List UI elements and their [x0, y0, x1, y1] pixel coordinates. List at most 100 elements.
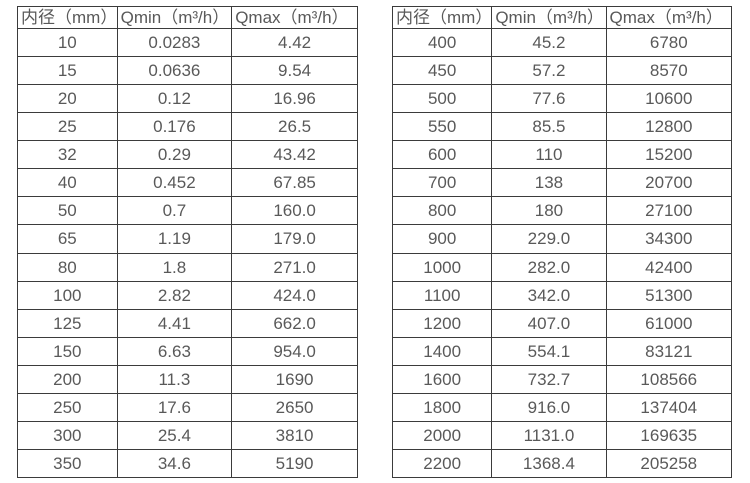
table-cell: 0.176 — [116, 112, 233, 142]
table-cell: 2200 — [391, 448, 493, 479]
table-cell: 2650 — [231, 392, 358, 422]
table-cell: 2.82 — [116, 280, 233, 310]
table-row: 1000 282.0 42400 — [391, 252, 733, 282]
table-cell: 20 — [17, 84, 118, 114]
table-cell: 8570 — [605, 56, 733, 86]
table-row: 20 0.12 16.96 — [17, 84, 358, 114]
table-cell: 1400 — [391, 336, 493, 366]
table-cell: 424.0 — [231, 280, 358, 310]
table-row: 450 57.2 8570 — [391, 56, 733, 86]
table-cell: 732.7 — [491, 364, 607, 394]
table-row: 200 11.3 1690 — [17, 364, 358, 394]
table-cell: 1131.0 — [491, 420, 607, 450]
table-row: 900 229.0 34300 — [391, 224, 733, 254]
table-cell: 400 — [391, 27, 493, 58]
table-cell: 10 — [17, 27, 118, 58]
table-row: 250 17.6 2650 — [17, 392, 358, 422]
table-cell: 1368.4 — [491, 448, 607, 479]
table-cell: 450 — [391, 56, 493, 86]
table-cell: 1200 — [391, 308, 493, 338]
table-cell: 50 — [17, 196, 118, 226]
table-cell: 1800 — [391, 392, 493, 422]
table-row: 100 2.82 424.0 — [17, 280, 358, 310]
table-cell: 200 — [17, 364, 118, 394]
table-row: 80 1.8 271.0 — [17, 252, 358, 282]
table-cell: 205258 — [605, 448, 733, 479]
table-cell: 554.1 — [491, 336, 607, 366]
table-cell: 20700 — [605, 168, 733, 198]
table-cell: 160.0 — [231, 196, 358, 226]
table-row: 350 34.6 5190 — [17, 448, 358, 479]
table-cell: 169635 — [605, 420, 733, 450]
column-header: Qmax（m³/h） — [231, 6, 358, 29]
table-cell: 110 — [491, 140, 607, 170]
table-cell: 25 — [17, 112, 118, 142]
table-cell: 17.6 — [116, 392, 233, 422]
table-cell: 51300 — [605, 280, 733, 310]
table-cell: 0.452 — [116, 168, 233, 198]
table-cell: 500 — [391, 84, 493, 114]
table-row: 15 0.0636 9.54 — [17, 56, 358, 86]
table-row: 400 45.2 6780 — [391, 27, 733, 58]
table-cell: 43.42 — [231, 140, 358, 170]
table-cell: 3810 — [231, 420, 358, 450]
table-cell: 1000 — [391, 252, 493, 282]
table-row: 10 0.0283 4.42 — [17, 27, 358, 58]
table-cell: 16.96 — [231, 84, 358, 114]
table-cell: 85.5 — [491, 112, 607, 142]
table-cell: 407.0 — [491, 308, 607, 338]
table-cell: 80 — [17, 252, 118, 282]
header-row: 内径（mm） Qmin（m³/h） Qmax（m³/h） — [17, 6, 358, 29]
table-cell: 282.0 — [491, 252, 607, 282]
table-cell: 65 — [17, 224, 118, 254]
table-row: 1400 554.1 83121 — [391, 336, 733, 366]
table-cell: 300 — [17, 420, 118, 450]
table-row: 40 0.452 67.85 — [17, 168, 358, 198]
table-cell: 25.4 — [116, 420, 233, 450]
table-row: 25 0.176 26.5 — [17, 112, 358, 142]
table-cell: 0.7 — [116, 196, 233, 226]
table-cell: 180 — [491, 196, 607, 226]
table-cell: 150 — [17, 336, 118, 366]
table-cell: 1600 — [391, 364, 493, 394]
table-cell: 77.6 — [491, 84, 607, 114]
table-cell: 26.5 — [231, 112, 358, 142]
table-cell: 954.0 — [231, 336, 358, 366]
table-cell: 11.3 — [116, 364, 233, 394]
table-cell: 83121 — [605, 336, 733, 366]
table-cell: 700 — [391, 168, 493, 198]
column-header: Qmin（m³/h） — [491, 6, 607, 29]
table-row: 2000 1131.0 169635 — [391, 420, 733, 450]
table-row: 125 4.41 662.0 — [17, 308, 358, 338]
table-cell: 342.0 — [491, 280, 607, 310]
table-cell: 100 — [17, 280, 118, 310]
table-cell: 125 — [17, 308, 118, 338]
table-cell: 42400 — [605, 252, 733, 282]
table-row: 300 25.4 3810 — [17, 420, 358, 450]
table-cell: 137404 — [605, 392, 733, 422]
table-cell: 0.29 — [116, 140, 233, 170]
table-cell: 1100 — [391, 280, 493, 310]
table-cell: 67.85 — [231, 168, 358, 198]
table-cell: 5190 — [231, 448, 358, 479]
table-cell: 229.0 — [491, 224, 607, 254]
table-row: 150 6.63 954.0 — [17, 336, 358, 366]
table-row: 1600 732.7 108566 — [391, 364, 733, 394]
table-cell: 32 — [17, 140, 118, 170]
table-row: 65 1.19 179.0 — [17, 224, 358, 254]
table-row: 800 180 27100 — [391, 196, 733, 226]
table-cell: 61000 — [605, 308, 733, 338]
column-header: Qmax（m³/h） — [605, 6, 733, 29]
table-cell: 271.0 — [231, 252, 358, 282]
table-cell: 600 — [391, 140, 493, 170]
table-cell: 57.2 — [491, 56, 607, 86]
table-cell: 250 — [17, 392, 118, 422]
table-cell: 0.12 — [116, 84, 233, 114]
table-cell: 27100 — [605, 196, 733, 226]
table-cell: 6780 — [605, 27, 733, 58]
table-cell: 350 — [17, 448, 118, 479]
table-row: 600 110 15200 — [391, 140, 733, 170]
table-row: 1800 916.0 137404 — [391, 392, 733, 422]
table-cell: 6.63 — [116, 336, 233, 366]
